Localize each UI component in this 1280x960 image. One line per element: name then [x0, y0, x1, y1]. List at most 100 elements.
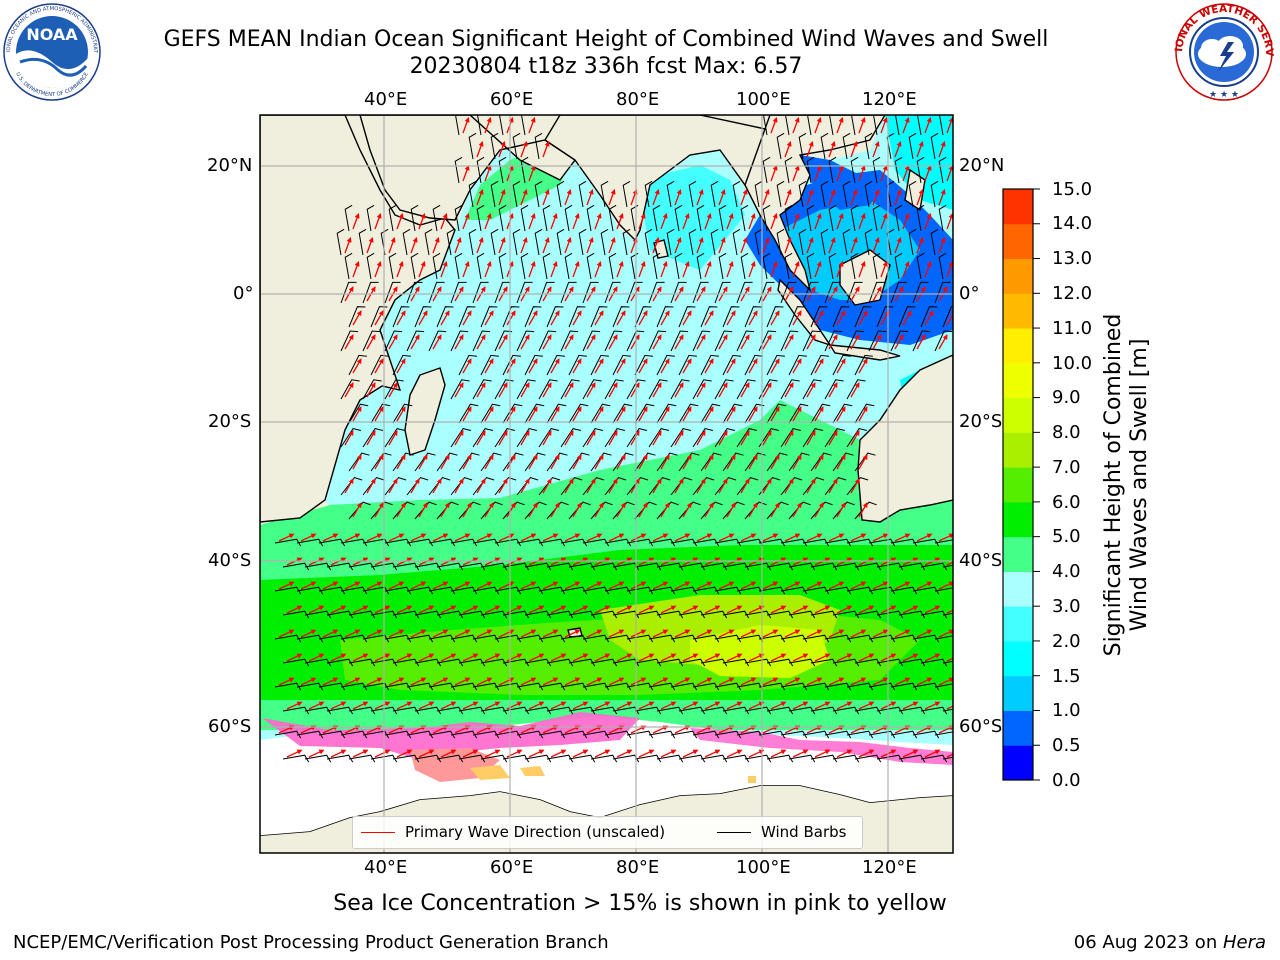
wave-direction-arrow: [542, 629, 559, 638]
wind-barb: [656, 754, 684, 763]
wind-barb: [890, 634, 918, 643]
wave-direction-arrow: [858, 165, 866, 182]
wave-direction-arrow: [594, 261, 602, 278]
wave-direction-arrow: [542, 533, 559, 542]
wind-barb: [512, 228, 521, 256]
wind-barb: [846, 281, 863, 304]
wave-direction-arrow: [902, 749, 919, 758]
wave-direction-arrow: [836, 701, 853, 710]
wave-direction-arrow: [836, 261, 844, 278]
wind-barb: [304, 610, 332, 619]
wind-barb: [824, 330, 843, 352]
lon-label-top: 40°E: [364, 89, 408, 110]
wave-direction-arrow: [374, 605, 391, 614]
wind-barb: [868, 281, 885, 304]
wave-direction-arrow: [880, 165, 888, 182]
wave-direction-arrow: [784, 141, 792, 158]
wind-barb: [744, 754, 772, 763]
wave-direction-arrow: [630, 629, 647, 638]
wind-barb: [520, 252, 529, 280]
wind-barb: [920, 754, 948, 763]
wind-barb: [864, 132, 873, 160]
wave-direction-arrow: [432, 629, 449, 638]
wave-direction-arrow: [902, 605, 919, 614]
wave-line-icon: [361, 832, 395, 833]
wind-barb: [520, 156, 529, 184]
wind-barb: [670, 281, 687, 304]
wave-direction-arrow: [762, 189, 770, 206]
wave-direction-arrow: [550, 406, 560, 422]
wave-direction-arrow: [388, 382, 398, 398]
wind-barb: [876, 610, 904, 619]
wave-direction-arrow: [630, 478, 640, 494]
wind-barb: [824, 379, 844, 400]
wind-barb: [516, 281, 533, 304]
wave-direction-arrow: [286, 653, 303, 662]
wind-barb: [582, 428, 604, 448]
lat-label-right: 20°S: [959, 411, 1003, 432]
wind-barb: [634, 562, 662, 571]
wave-direction-arrow: [550, 749, 567, 758]
wave-direction-arrow: [652, 677, 669, 686]
wind-barb: [634, 501, 657, 520]
wind-barb: [810, 706, 838, 715]
wave-direction-arrow: [352, 310, 362, 326]
colorbar-tick: 9.0: [1052, 387, 1081, 408]
wave-direction-arrow: [586, 478, 596, 494]
wind-barb: [670, 428, 692, 448]
wind-barb: [780, 634, 808, 643]
wave-direction-arrow: [300, 581, 317, 590]
wind-barb: [890, 281, 907, 304]
wind-barb: [678, 306, 696, 328]
wave-direction-arrow: [308, 701, 325, 710]
wind-barb: [634, 610, 662, 619]
wave-direction-arrow: [322, 533, 339, 542]
wave-direction-arrow: [476, 533, 493, 542]
wave-direction-arrow: [462, 213, 470, 230]
wind-barb: [476, 115, 482, 136]
wave-direction-arrow: [814, 749, 831, 758]
wave-direction-arrow: [902, 653, 919, 662]
wave-direction-arrow: [550, 454, 560, 470]
wave-direction-arrow: [476, 382, 486, 398]
wave-direction-arrow: [308, 605, 325, 614]
wind-barb: [612, 306, 630, 328]
wave-direction-arrow: [462, 261, 470, 278]
wave-direction-arrow: [352, 261, 360, 278]
wind-barb: [274, 730, 302, 739]
colorbar-segment: [1003, 258, 1033, 294]
wind-barb: [370, 706, 398, 715]
wave-direction-arrow: [344, 629, 361, 638]
wind-barb: [600, 180, 609, 208]
wind-barb: [670, 730, 698, 739]
wind-barb: [934, 683, 953, 688]
wave-direction-arrow: [330, 749, 347, 758]
wind-barb: [370, 501, 393, 520]
wind-barb: [744, 658, 772, 667]
wind-barb: [538, 730, 566, 739]
sea-ice-note: Sea Ice Concentration > 15% is shown in …: [333, 891, 947, 916]
wind-barb: [788, 501, 811, 520]
wave-direction-arrow: [902, 117, 910, 134]
wind-barb: [546, 452, 568, 472]
wind-barb: [810, 452, 832, 472]
wave-direction-arrow: [308, 653, 325, 662]
wave-direction-arrow: [440, 310, 450, 326]
wind-barb: [578, 228, 587, 256]
wave-direction-arrow: [784, 629, 801, 638]
wave-direction-arrow: [520, 581, 537, 590]
wind-barb: [428, 330, 447, 352]
wave-direction-arrow: [726, 502, 736, 518]
wind-barb: [480, 754, 508, 763]
wind-barb: [296, 682, 324, 691]
wind-barb: [450, 634, 478, 643]
wind-barb: [494, 379, 514, 400]
colorbar-segment: [1003, 675, 1033, 711]
wave-direction-arrow: [550, 605, 567, 614]
wave-direction-arrow: [418, 213, 426, 230]
wind-barb: [590, 610, 618, 619]
wave-direction-arrow: [894, 189, 902, 206]
wave-direction-arrow: [792, 213, 800, 230]
wave-direction-arrow: [396, 358, 406, 374]
wind-barb: [468, 228, 477, 256]
